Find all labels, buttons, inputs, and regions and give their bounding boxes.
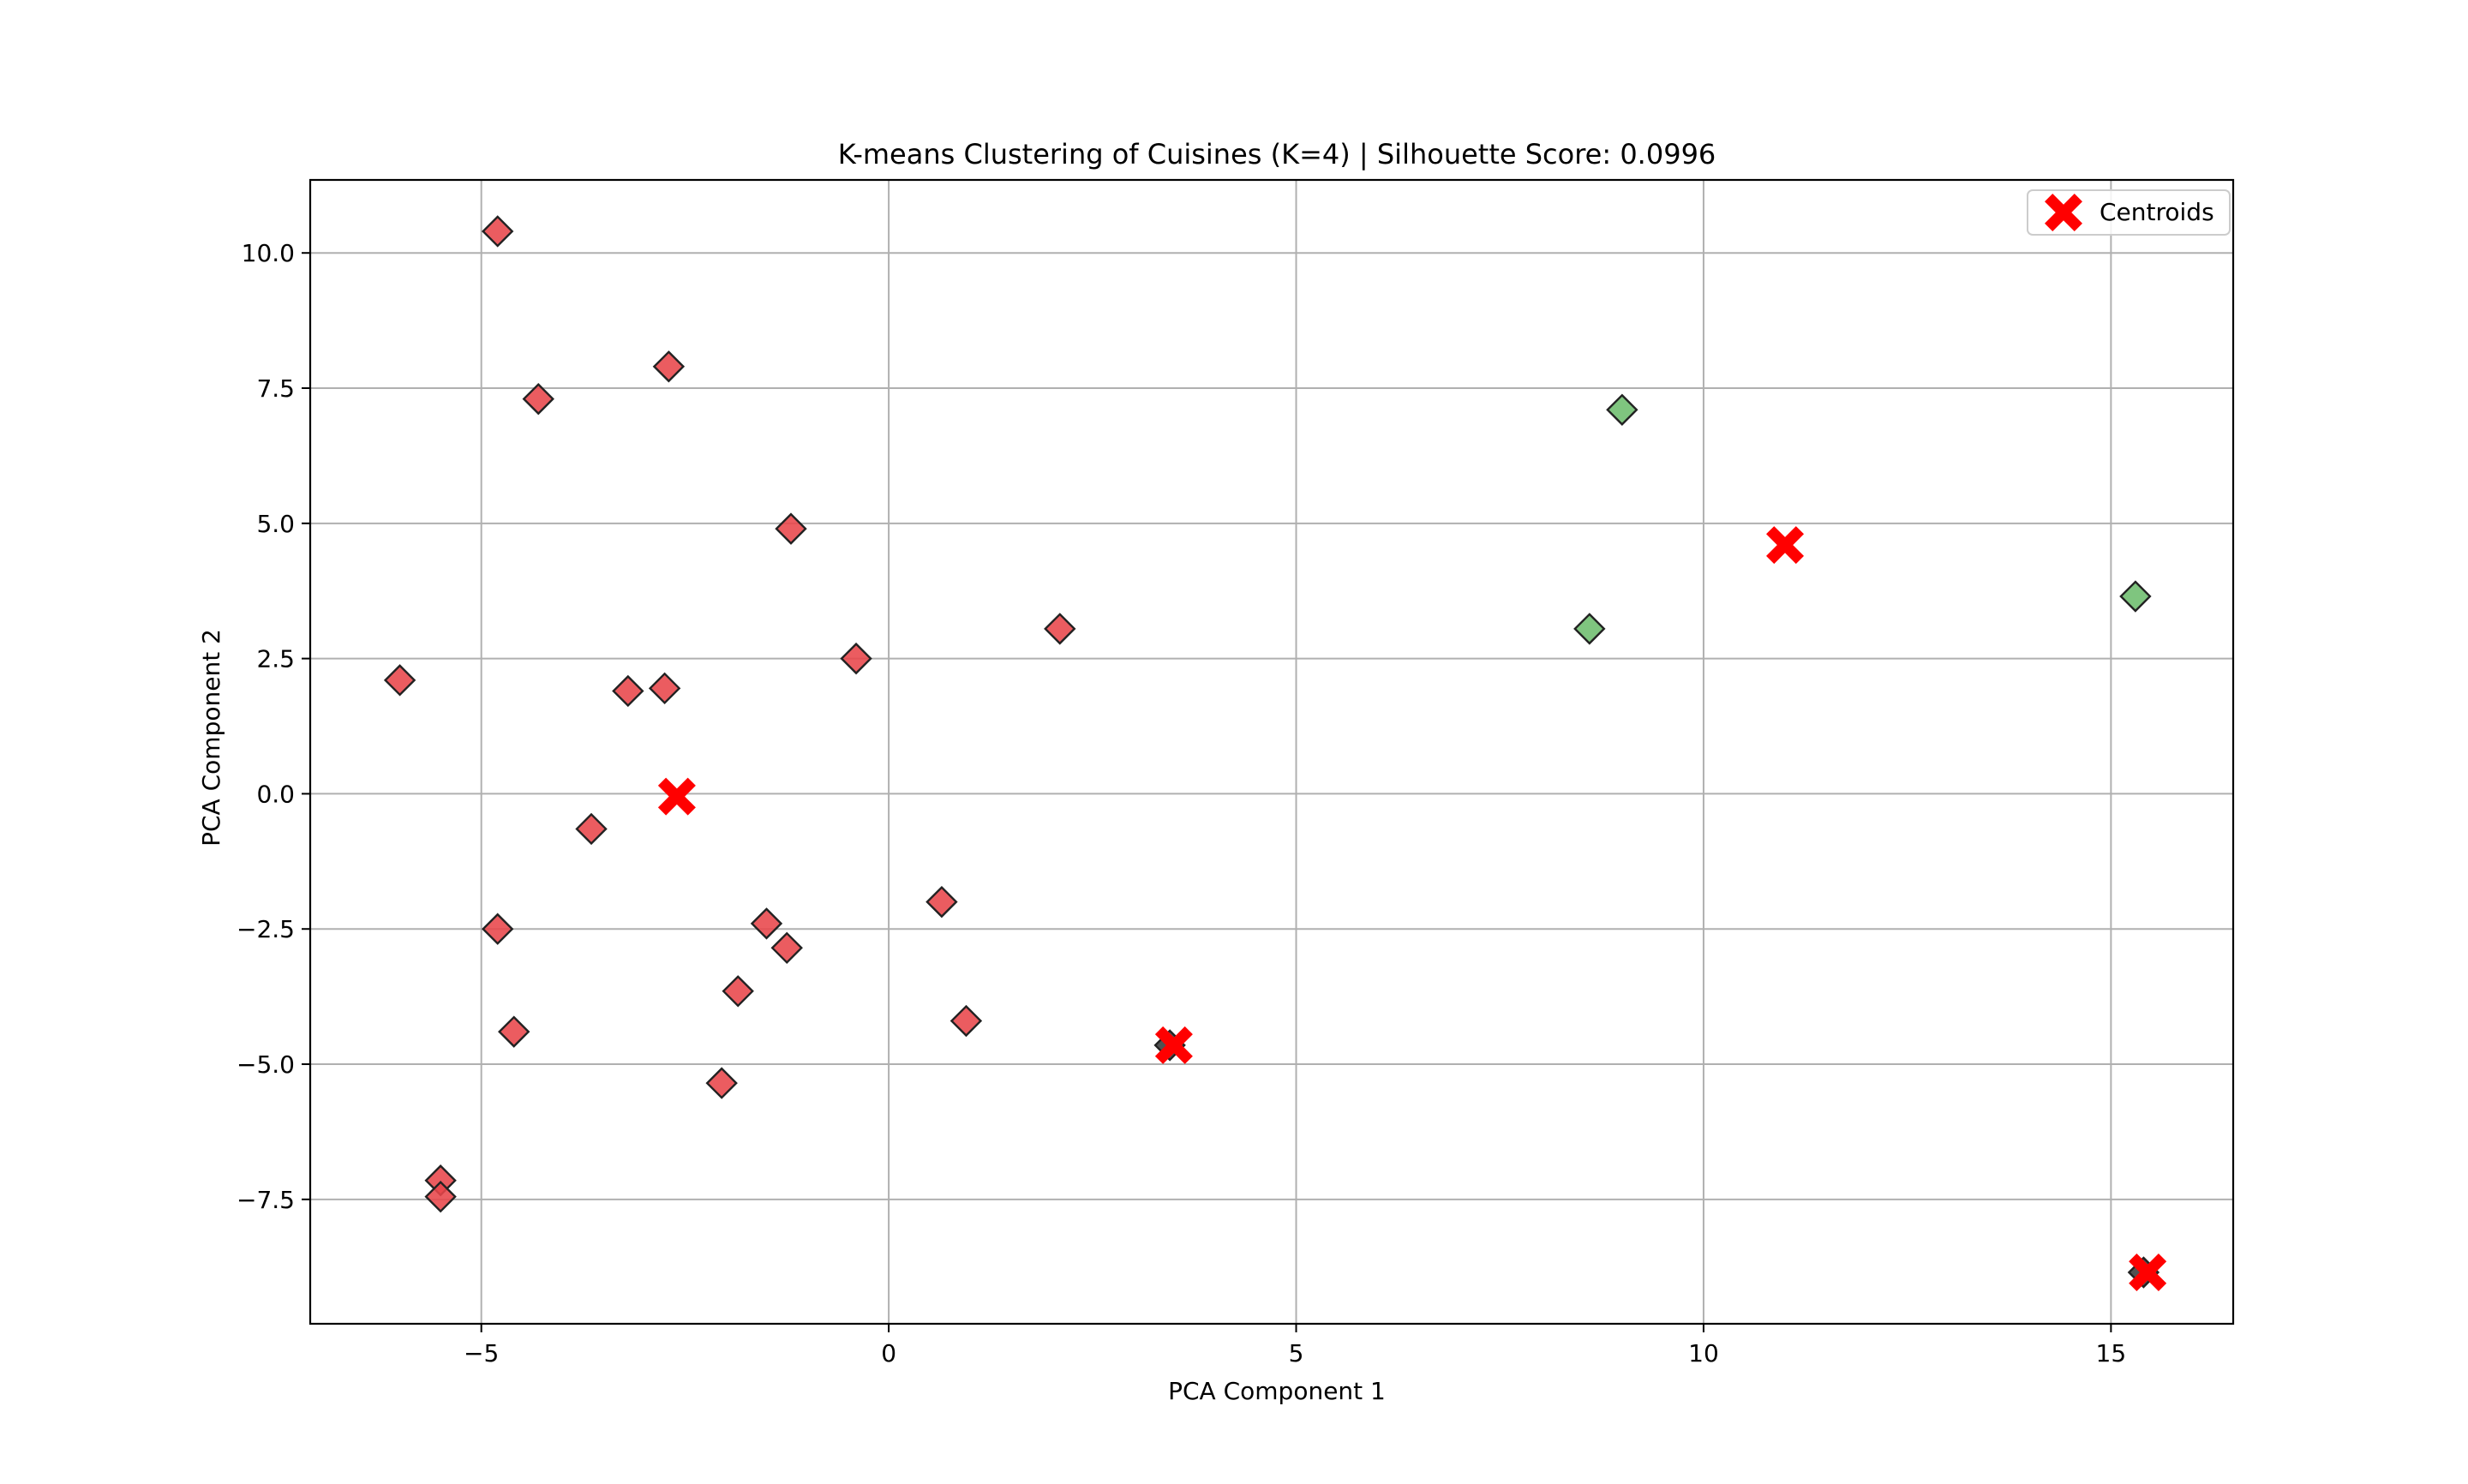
data-point — [612, 674, 644, 708]
data-point — [481, 215, 514, 248]
data-point — [926, 885, 958, 919]
data-point — [750, 907, 783, 940]
x-tick-label: 0 — [881, 1339, 896, 1367]
centroid-marker — [1766, 526, 1805, 565]
y-tick-label: 7.5 — [256, 374, 295, 403]
x-tick-label: 10 — [1688, 1339, 1719, 1367]
x-axis-label: PCA Component 1 — [1168, 1377, 1386, 1405]
data-point — [840, 642, 872, 675]
data-point — [522, 382, 554, 416]
legend-label-centroids: Centroids — [2100, 198, 2214, 226]
data-point — [498, 1015, 530, 1048]
y-tick-label: 0.0 — [256, 780, 295, 808]
axes-frame — [308, 178, 2235, 1325]
data-point — [1044, 613, 1076, 645]
x-tick-label: 5 — [1289, 1339, 1304, 1367]
y-tick-label: −2.5 — [237, 915, 295, 943]
data-point — [705, 1067, 738, 1099]
centroid-marker — [1154, 1026, 1193, 1064]
data-point — [2119, 580, 2152, 613]
y-tick-label: 5.0 — [256, 510, 295, 538]
chart-title: K-means Clustering of Cuisines (K=4) | S… — [838, 138, 1716, 171]
axis-ticks: −5 0 5 10 15 −7.5 −5.0 −2.5 0.0 2.5 5.0 7.5 10.0 — [237, 239, 2126, 1367]
data-point — [770, 931, 803, 965]
data-point — [1606, 393, 1638, 426]
data-point — [949, 1004, 983, 1038]
centroid-marker — [657, 777, 696, 816]
data-point — [481, 913, 514, 945]
x-tick-label: −5 — [464, 1339, 499, 1367]
data-point — [648, 672, 681, 705]
legend: Centroids — [2027, 189, 2231, 236]
grid-lines — [310, 180, 2233, 1324]
data-point — [722, 975, 754, 1008]
data-point — [652, 350, 686, 383]
data-points — [383, 215, 2160, 1289]
y-tick-label: −5.0 — [237, 1050, 295, 1079]
data-point — [775, 512, 807, 545]
centroid-marker — [2129, 1254, 2167, 1292]
data-point — [1573, 613, 1606, 645]
x-tick-label: 15 — [2096, 1339, 2127, 1367]
data-point — [424, 1180, 457, 1213]
legend-centroid-marker — [2045, 194, 2082, 231]
y-tick-label: 10.0 — [242, 239, 295, 267]
legend-centroid-icon — [2045, 194, 2082, 231]
y-tick-label: −7.5 — [237, 1186, 295, 1214]
y-tick-label: 2.5 — [256, 645, 295, 673]
data-point — [575, 812, 608, 846]
y-axis-label: PCA Component 2 — [197, 629, 225, 847]
data-point — [383, 664, 416, 697]
centroid-markers — [657, 526, 2167, 1292]
